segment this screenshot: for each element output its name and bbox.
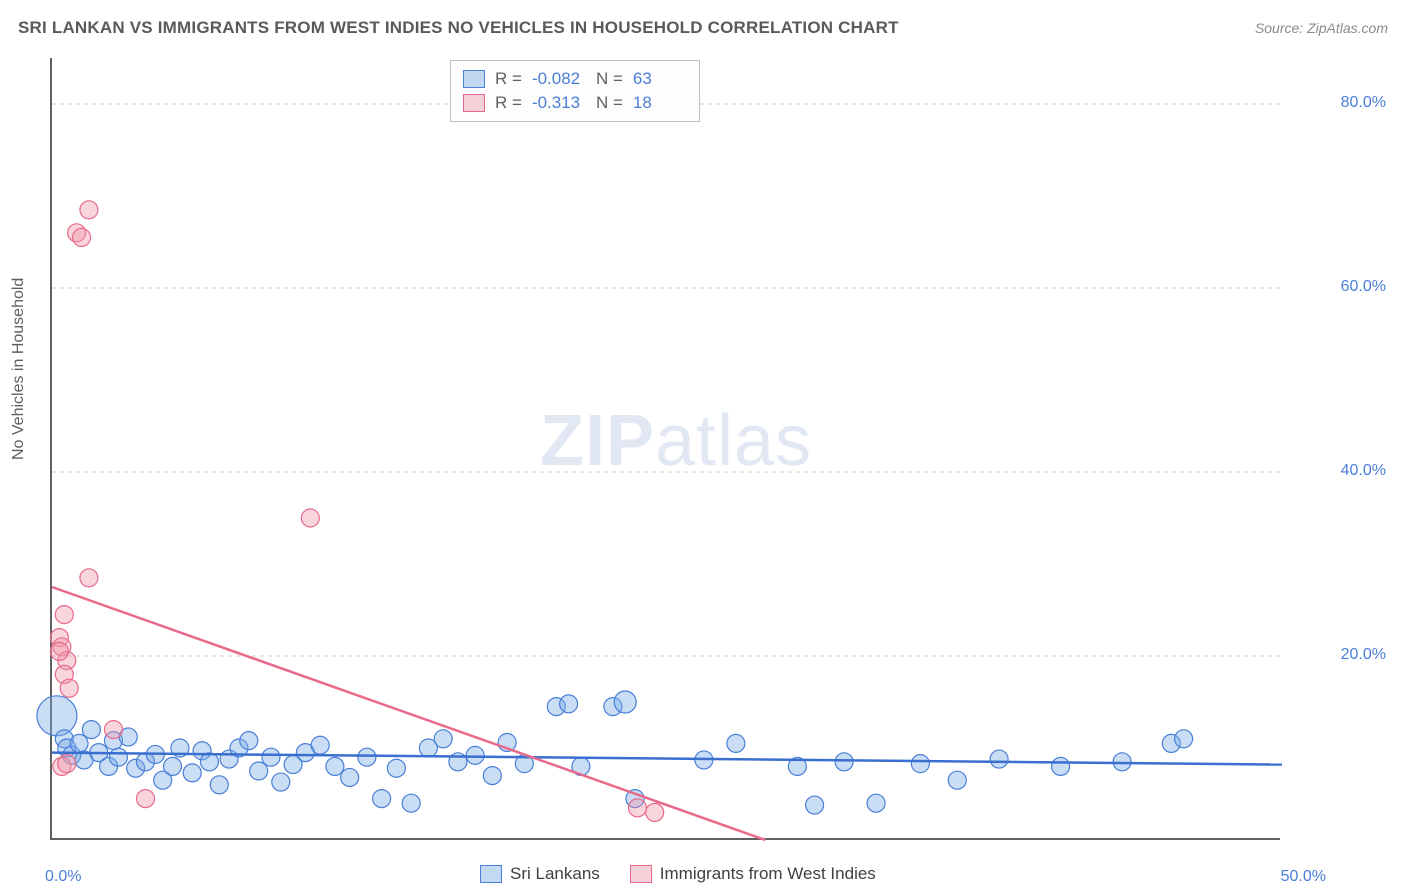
bottom-legend: Sri Lankans Immigrants from West Indies (480, 864, 876, 884)
stat-r-value: -0.313 (532, 93, 586, 113)
legend-item: Immigrants from West Indies (630, 864, 876, 884)
stat-r-value: -0.082 (532, 69, 586, 89)
stat-n-label: N = (596, 93, 623, 113)
stats-row: R = -0.313 N = 18 (463, 91, 687, 115)
y-tick-label: 40.0% (1341, 462, 1386, 480)
y-tick-label: 80.0% (1341, 94, 1386, 112)
chart-title: SRI LANKAN VS IMMIGRANTS FROM WEST INDIE… (18, 18, 899, 38)
plot-area (50, 58, 1280, 840)
stat-r-label: R = (495, 69, 522, 89)
legend-label: Sri Lankans (510, 864, 600, 884)
y-tick-label: 60.0% (1341, 278, 1386, 296)
x-tick-label: 0.0% (45, 868, 81, 886)
swatch-icon (463, 70, 485, 88)
stat-r-label: R = (495, 93, 522, 113)
stat-n-value: 63 (633, 69, 687, 89)
stat-n-label: N = (596, 69, 623, 89)
swatch-icon (463, 94, 485, 112)
stat-n-value: 18 (633, 93, 687, 113)
stats-box: R = -0.082 N = 63 R = -0.313 N = 18 (450, 60, 700, 122)
y-axis-label: No Vehicles in Household (10, 278, 28, 460)
legend-item: Sri Lankans (480, 864, 600, 884)
y-tick-label: 20.0% (1341, 646, 1386, 664)
stats-row: R = -0.082 N = 63 (463, 67, 687, 91)
swatch-icon (480, 865, 502, 883)
chart-svg (52, 58, 1280, 838)
source-attribution: Source: ZipAtlas.com (1255, 20, 1388, 36)
legend-label: Immigrants from West Indies (660, 864, 876, 884)
x-tick-label: 50.0% (1281, 868, 1326, 886)
swatch-icon (630, 865, 652, 883)
